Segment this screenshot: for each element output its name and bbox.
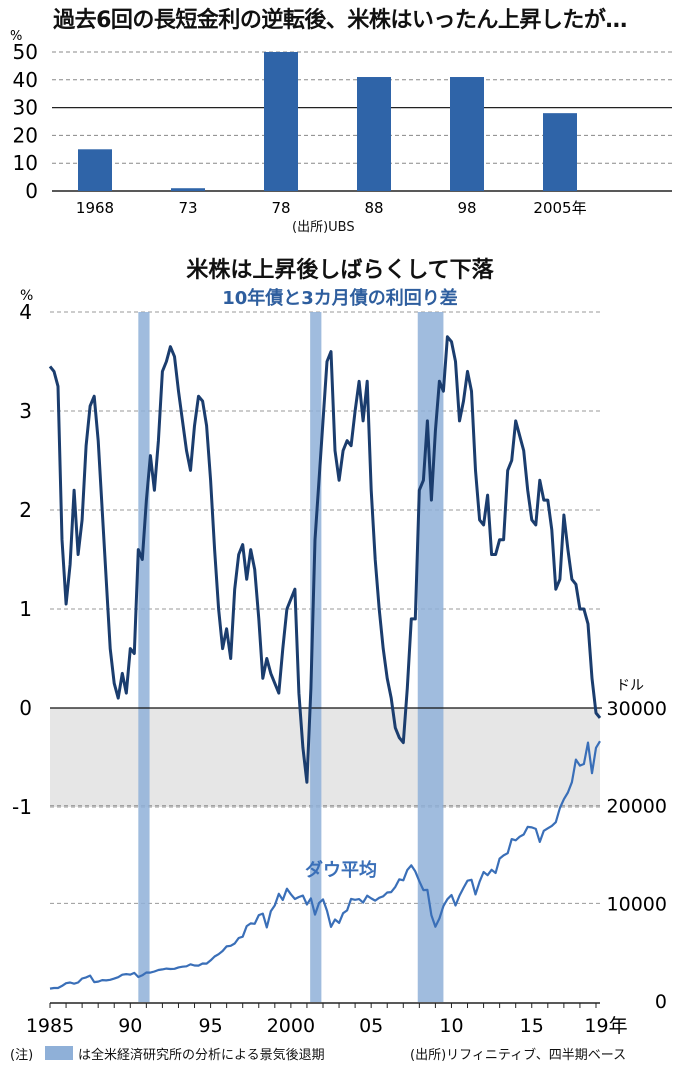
bar-x-tick: 2005年 bbox=[533, 199, 586, 217]
bar-x-tick: 1968 bbox=[76, 199, 114, 217]
line-chart-subtitle: 10年債と3カ月債の利回り差 bbox=[222, 288, 458, 309]
bar-y-tick: 40 bbox=[13, 68, 38, 92]
line-y-tick-left: 3 bbox=[19, 399, 32, 423]
bar bbox=[450, 77, 484, 191]
line-y-tick-left: 1 bbox=[19, 597, 32, 621]
line-y-tick-right: 10000 bbox=[607, 893, 667, 915]
bar-y-tick: 30 bbox=[13, 96, 38, 120]
dow-series-line bbox=[49, 740, 601, 990]
line-x-tick: 19年 bbox=[584, 1015, 627, 1037]
bar bbox=[357, 77, 391, 191]
bar-y-tick: 10 bbox=[13, 151, 38, 175]
bar-chart: % 0 10 20 30 40 50 1968 73 78 88 98 2005年 bbox=[10, 29, 672, 217]
bar-x-tick: 98 bbox=[457, 199, 476, 217]
line-chart-title: 米株は上昇後しばらくして下落 bbox=[186, 258, 494, 283]
line-x-tick: 90 bbox=[118, 1015, 142, 1037]
bar-y-tick: 0 bbox=[25, 179, 38, 203]
line-y-unit-left: % bbox=[20, 288, 33, 304]
dow-series-label: ダウ平均 bbox=[305, 859, 377, 881]
line-y-tick-left: 4 bbox=[19, 300, 32, 324]
bar bbox=[543, 113, 577, 191]
line-y-tick-left: -1 bbox=[12, 795, 32, 819]
line-x-tick: 95 bbox=[198, 1015, 222, 1037]
bar bbox=[171, 188, 205, 191]
negative-band bbox=[50, 708, 600, 807]
line-x-tick: 15 bbox=[520, 1015, 544, 1037]
line-x-tick: 10 bbox=[439, 1015, 463, 1037]
recession-legend-swatch bbox=[45, 1046, 73, 1060]
line-chart-source: (出所)リフィニティブ、四半期ベース bbox=[410, 1048, 627, 1063]
line-y-unit-right: ドル bbox=[616, 678, 644, 694]
headline: 過去6回の長短金利の逆転後、米株はいったん上昇したが… bbox=[53, 8, 627, 33]
footnote-note-label: (注) bbox=[10, 1048, 34, 1063]
line-x-tick: 1985 bbox=[26, 1015, 74, 1037]
spread-series-line bbox=[48, 335, 602, 784]
recession-band bbox=[417, 312, 444, 1002]
bar bbox=[264, 52, 298, 191]
bar-y-tick: 50 bbox=[13, 40, 38, 64]
recession-legend-label: は全米経済研究所の分析による景気後退期 bbox=[78, 1048, 325, 1063]
bar-x-tick: 73 bbox=[178, 199, 197, 217]
bar-y-tick: 20 bbox=[13, 123, 38, 147]
line-y-tick-right: 20000 bbox=[607, 796, 667, 818]
line-y-tick-left: 2 bbox=[19, 498, 32, 522]
recession-band bbox=[138, 312, 150, 1002]
line-y-tick-right: 0 bbox=[655, 991, 667, 1013]
bar-y-unit: % bbox=[10, 29, 22, 44]
line-x-tick: 2000 bbox=[267, 1015, 315, 1037]
bar-chart-source: (出所)UBS bbox=[292, 220, 355, 235]
bar-x-tick: 78 bbox=[271, 199, 290, 217]
bar-x-tick: 88 bbox=[364, 199, 383, 217]
line-x-tick: 05 bbox=[359, 1015, 383, 1037]
bar bbox=[78, 149, 112, 191]
line-y-tick-right: 30000 bbox=[607, 698, 667, 720]
line-y-tick-left: 0 bbox=[19, 696, 32, 720]
recession-band bbox=[310, 312, 322, 1002]
